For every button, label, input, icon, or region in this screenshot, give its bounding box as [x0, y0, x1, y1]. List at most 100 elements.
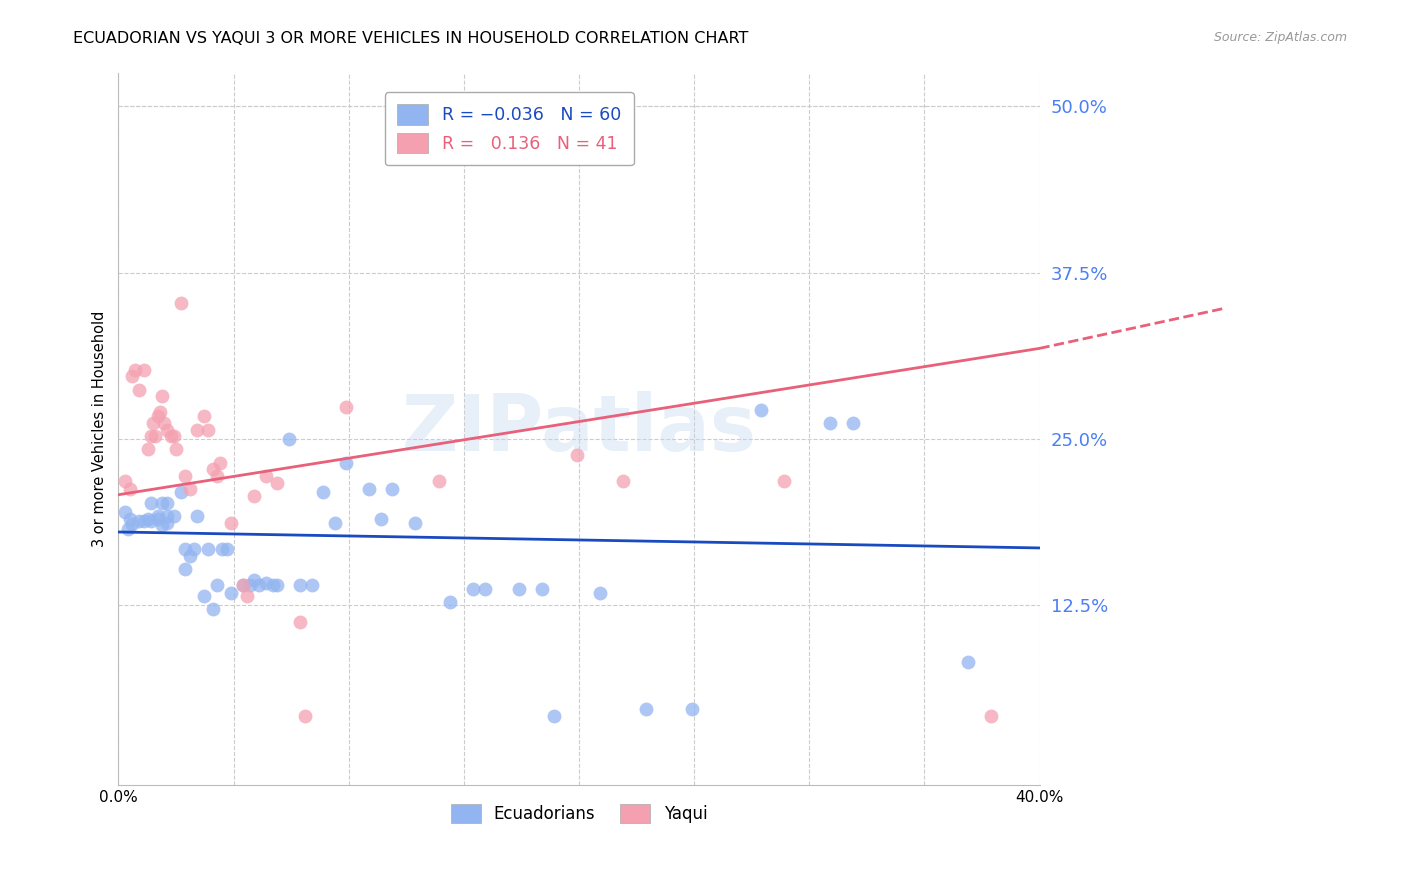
- Point: [150, 496, 173, 510]
- Point: [290, 578, 312, 592]
- Point: [236, 589, 259, 603]
- Point: [427, 475, 450, 489]
- Point: [201, 602, 224, 616]
- Point: [323, 516, 346, 530]
- Point: [156, 516, 179, 530]
- Point: [201, 462, 224, 476]
- Point: [749, 402, 772, 417]
- Point: [153, 416, 176, 430]
- Point: [381, 483, 404, 497]
- Y-axis label: 3 or more Vehicles in Household: 3 or more Vehicles in Household: [93, 310, 107, 547]
- Point: [773, 475, 796, 489]
- Point: [219, 586, 242, 600]
- Point: [266, 578, 288, 592]
- Point: [359, 483, 381, 497]
- Point: [138, 442, 160, 457]
- Point: [138, 511, 160, 525]
- Point: [215, 542, 238, 557]
- Point: [957, 656, 980, 670]
- Point: [150, 518, 173, 533]
- Point: [186, 508, 208, 523]
- Point: [121, 369, 143, 384]
- Point: [277, 432, 299, 446]
- Legend: Ecuadorians, Yaqui: Ecuadorians, Yaqui: [444, 797, 714, 830]
- Point: [219, 516, 242, 530]
- Point: [243, 489, 266, 503]
- Point: [179, 549, 201, 563]
- Point: [143, 429, 166, 443]
- Point: [254, 469, 277, 483]
- Point: [207, 469, 229, 483]
- Point: [980, 708, 1002, 723]
- Point: [186, 423, 208, 437]
- Point: [128, 514, 150, 528]
- Point: [193, 409, 215, 424]
- Point: [531, 582, 554, 597]
- Point: [634, 702, 657, 716]
- Point: [818, 416, 841, 430]
- Point: [149, 405, 172, 419]
- Point: [139, 496, 162, 510]
- Point: [124, 362, 146, 376]
- Point: [232, 578, 254, 592]
- Point: [169, 296, 191, 310]
- Point: [183, 542, 205, 557]
- Point: [461, 582, 484, 597]
- Point: [132, 362, 155, 376]
- Point: [589, 586, 612, 600]
- Point: [335, 400, 357, 414]
- Point: [156, 508, 179, 523]
- Point: [211, 542, 233, 557]
- Point: [439, 595, 461, 609]
- Point: [163, 508, 186, 523]
- Point: [312, 485, 335, 500]
- Point: [114, 505, 136, 519]
- Point: [156, 496, 179, 510]
- Point: [139, 514, 162, 528]
- Point: [474, 582, 496, 597]
- Point: [842, 416, 865, 430]
- Point: [301, 578, 323, 592]
- Point: [174, 542, 197, 557]
- Point: [197, 542, 219, 557]
- Point: [266, 475, 288, 490]
- Point: [142, 416, 165, 430]
- Point: [128, 383, 150, 397]
- Point: [174, 562, 197, 576]
- Point: [370, 511, 392, 525]
- Text: ZIPatlas: ZIPatlas: [402, 391, 756, 467]
- Point: [160, 429, 183, 443]
- Point: [150, 389, 173, 403]
- Point: [243, 573, 266, 587]
- Point: [681, 702, 703, 716]
- Point: [508, 582, 530, 597]
- Point: [254, 575, 277, 590]
- Point: [208, 456, 231, 470]
- Point: [290, 615, 312, 630]
- Point: [565, 448, 588, 462]
- Point: [118, 483, 141, 497]
- Point: [139, 429, 162, 443]
- Point: [335, 456, 357, 470]
- Point: [612, 475, 634, 489]
- Point: [405, 516, 427, 530]
- Point: [197, 423, 219, 437]
- Point: [543, 708, 565, 723]
- Point: [163, 429, 186, 443]
- Point: [294, 708, 316, 723]
- Point: [174, 469, 197, 483]
- Point: [118, 511, 141, 525]
- Text: Source: ZipAtlas.com: Source: ZipAtlas.com: [1213, 31, 1347, 45]
- Point: [146, 409, 169, 424]
- Point: [247, 578, 270, 592]
- Point: [114, 475, 136, 489]
- Point: [179, 483, 201, 497]
- Point: [156, 423, 179, 437]
- Point: [146, 511, 169, 525]
- Point: [121, 516, 143, 531]
- Point: [193, 589, 215, 603]
- Point: [232, 578, 254, 592]
- Point: [169, 485, 191, 500]
- Text: ECUADORIAN VS YAQUI 3 OR MORE VEHICLES IN HOUSEHOLD CORRELATION CHART: ECUADORIAN VS YAQUI 3 OR MORE VEHICLES I…: [73, 31, 748, 46]
- Point: [207, 578, 229, 592]
